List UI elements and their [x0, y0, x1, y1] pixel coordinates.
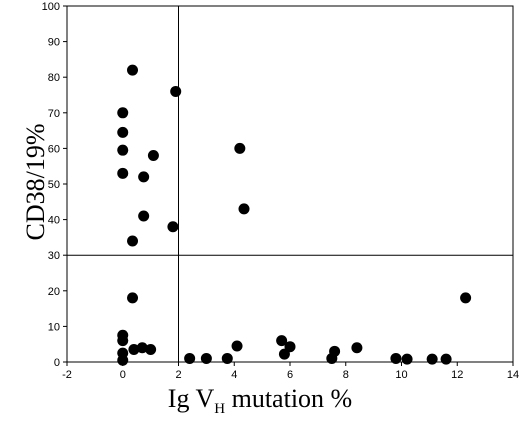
y-tick-label: 20 — [48, 286, 60, 298]
y-tick-label: 100 — [42, 1, 60, 13]
y-tick-label: 0 — [54, 357, 60, 369]
data-point — [117, 354, 129, 366]
data-point — [390, 352, 402, 364]
plot-frame — [66, 5, 514, 363]
x-axis-title-pre: Ig V — [167, 384, 215, 413]
y-tick-label: 90 — [48, 37, 60, 49]
data-point — [326, 352, 338, 364]
data-points — [117, 64, 472, 366]
data-point — [136, 342, 148, 354]
x-axis-title-sub: H — [214, 401, 226, 418]
x-tick-label: 8 — [343, 369, 349, 381]
data-point — [440, 353, 452, 365]
data-point — [128, 344, 140, 356]
data-point — [117, 167, 129, 179]
x-tick-label: 12 — [451, 369, 463, 381]
data-point — [284, 341, 296, 353]
x-tick-label: 4 — [231, 369, 237, 381]
data-point — [117, 126, 129, 138]
data-point — [238, 203, 250, 215]
x-tick-label: -2 — [62, 369, 72, 381]
y-tick-label: 50 — [48, 179, 60, 191]
x-tick-label: 2 — [175, 369, 181, 381]
y-tick-label: 40 — [48, 215, 60, 227]
data-point — [351, 342, 363, 354]
data-point — [170, 85, 182, 97]
data-point — [117, 107, 129, 119]
data-point — [138, 210, 150, 222]
data-point — [117, 144, 129, 156]
y-tick-label: 30 — [48, 250, 60, 262]
data-point — [401, 353, 413, 365]
data-point — [231, 340, 243, 352]
y-tick-label: 80 — [48, 72, 60, 84]
y-axis-title: CD38/19% — [21, 124, 50, 241]
x-tick-label: 10 — [395, 369, 407, 381]
data-point — [138, 171, 150, 183]
data-point — [127, 235, 139, 247]
data-point — [278, 348, 290, 360]
x-axis-title: Ig VH mutation % — [0, 384, 520, 418]
data-point — [200, 352, 212, 364]
data-point — [426, 353, 438, 365]
y-tick-label: 60 — [48, 143, 60, 155]
data-point — [234, 142, 246, 154]
data-point — [167, 221, 179, 233]
y-tick-label: 70 — [48, 108, 60, 120]
data-point — [184, 352, 196, 364]
data-point — [127, 64, 139, 76]
data-point — [147, 150, 159, 162]
data-point — [117, 335, 129, 347]
data-point — [221, 352, 233, 364]
data-point — [145, 344, 157, 356]
x-tick-label: 0 — [120, 369, 126, 381]
data-point — [276, 335, 288, 347]
data-point — [127, 292, 139, 304]
axes — [63, 5, 514, 366]
x-axis-title-post: mutation % — [225, 384, 353, 413]
y-tick-label: 10 — [48, 321, 60, 333]
reference-lines — [67, 6, 513, 362]
x-tick-label: 14 — [507, 369, 519, 381]
data-point — [460, 292, 472, 304]
x-tick-label: 6 — [287, 369, 293, 381]
